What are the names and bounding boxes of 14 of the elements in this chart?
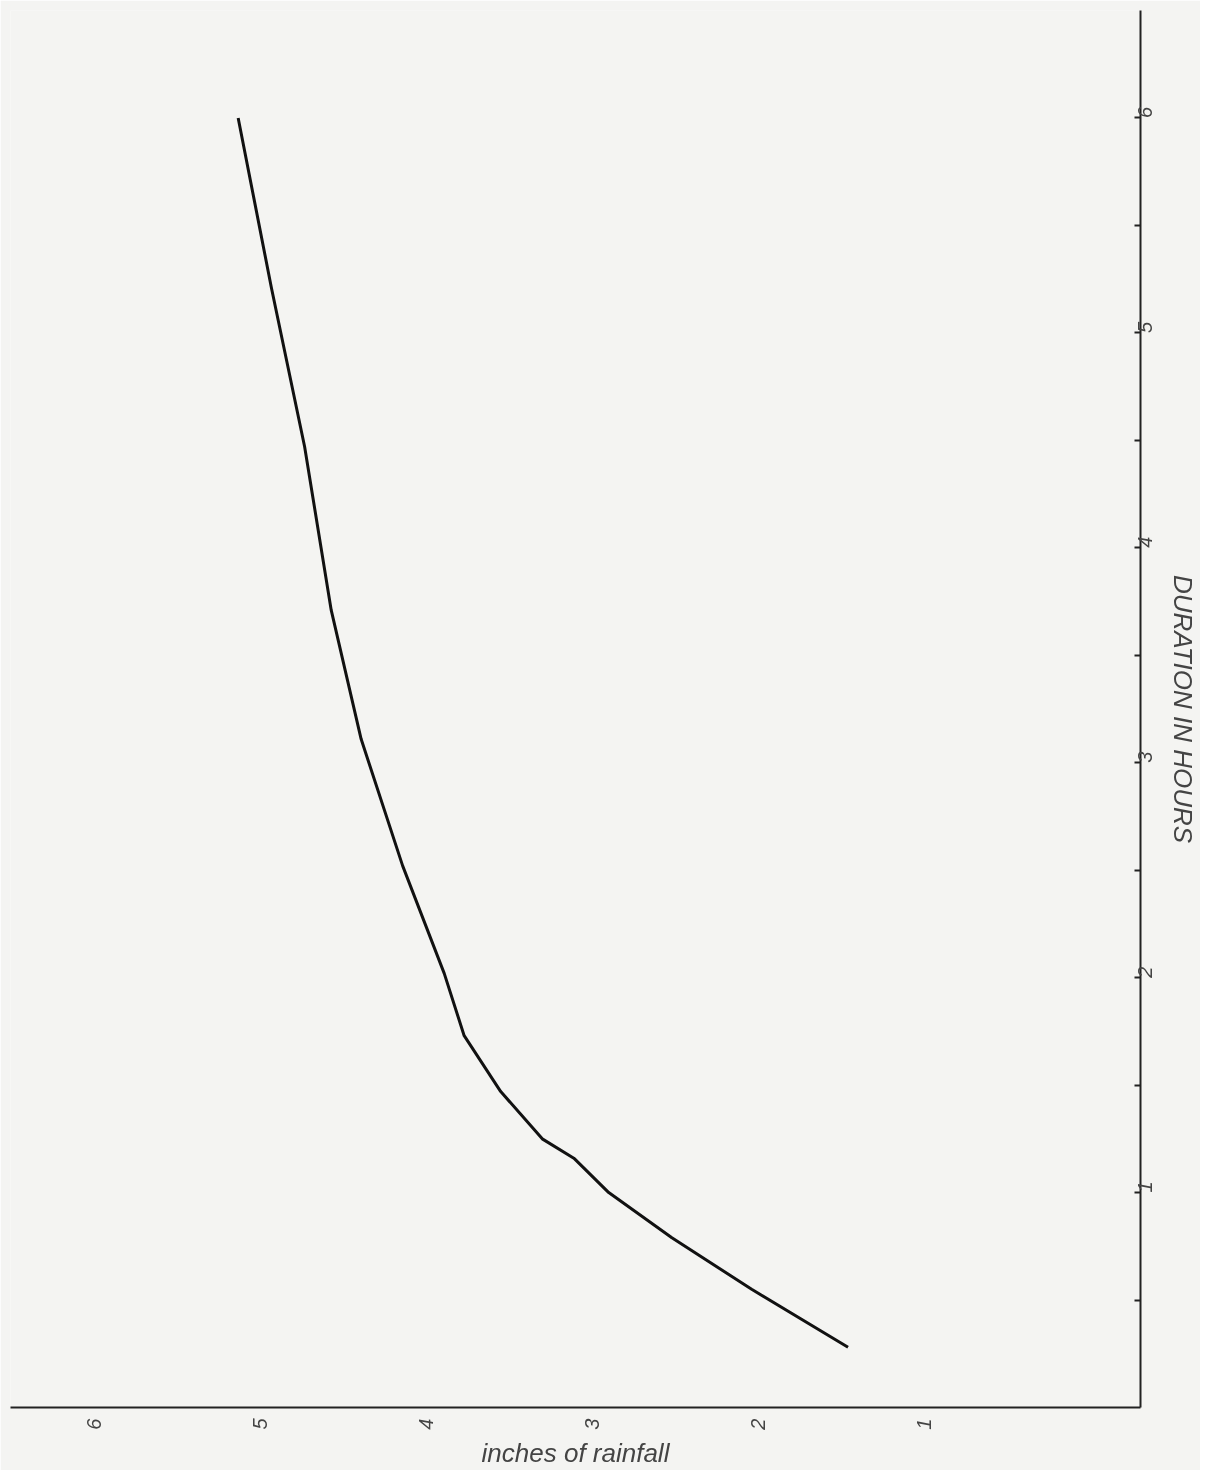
y-axis-title: DURATION IN HOURS [1167,574,1198,844]
y-tick-label: 3 [1134,751,1157,763]
y-tick-label: 6 [1134,105,1157,118]
x-tick-label: 4 [414,1418,437,1430]
x-tick-label: 5 [248,1417,271,1430]
x-axis-title: inches of rainfall [481,1437,671,1468]
y-tick-label: 2 [1134,966,1157,979]
y-tick-label: 1 [1134,1181,1157,1193]
x-tick-label: 2 [747,1418,770,1431]
y-tick-label: 5 [1134,320,1157,333]
x-tick-label: 6 [82,1417,105,1430]
y-tick-label: 4 [1134,536,1157,548]
x-tick-label: 1 [913,1418,936,1430]
x-tick-label: 3 [581,1418,604,1430]
